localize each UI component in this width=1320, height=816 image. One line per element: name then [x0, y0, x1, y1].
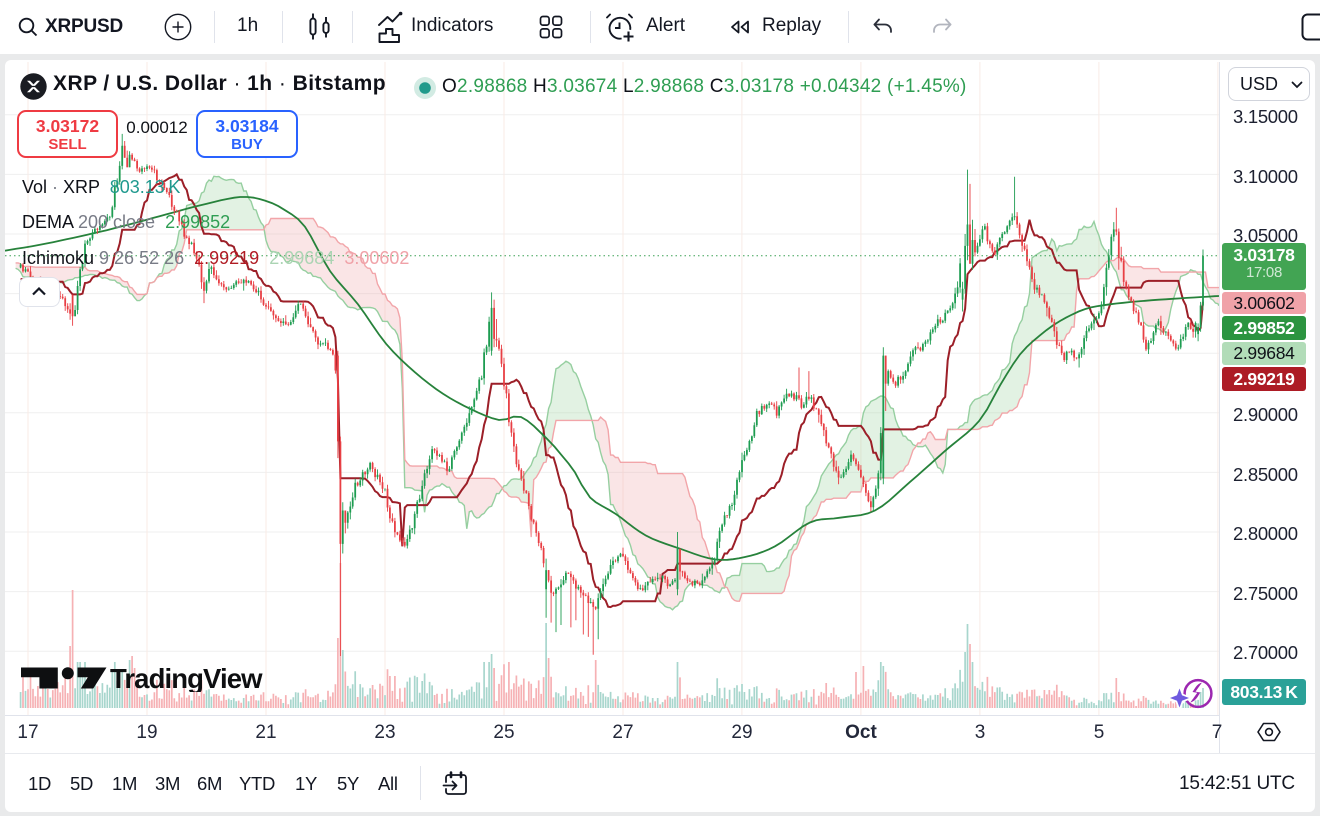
svg-text:TradingView: TradingView: [110, 665, 263, 692]
